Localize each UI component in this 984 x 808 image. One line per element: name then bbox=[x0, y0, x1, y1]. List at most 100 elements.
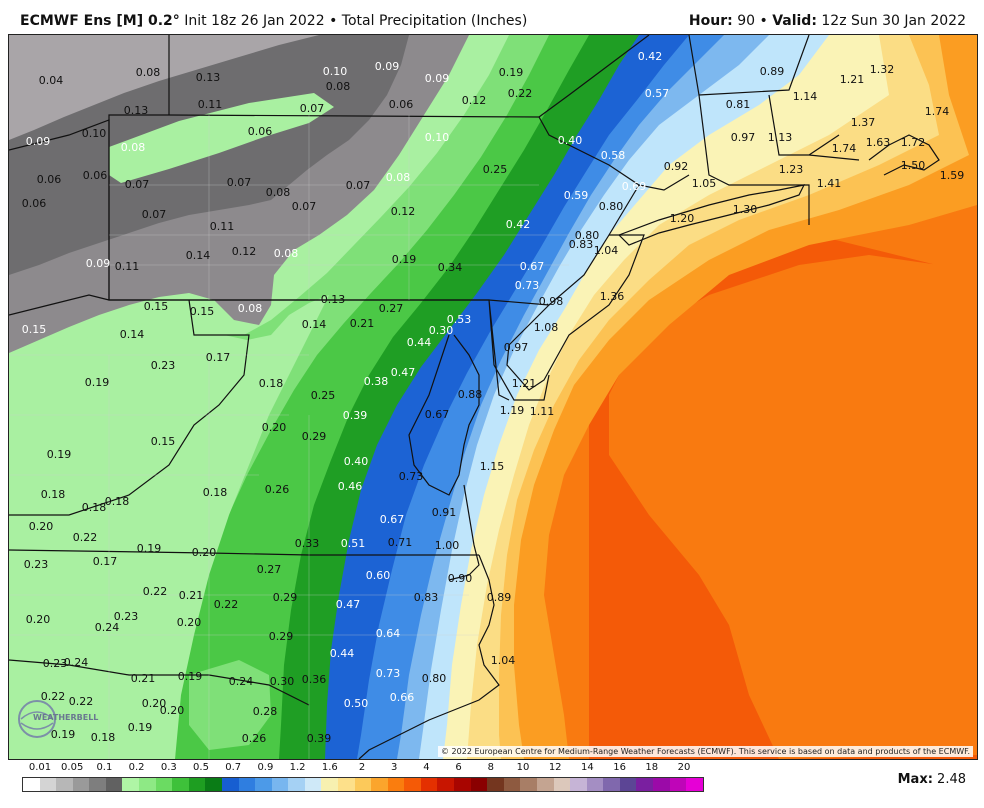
legend-swatch bbox=[371, 778, 388, 791]
precip-value-label: 0.18 bbox=[105, 495, 130, 508]
precip-value-label: 1.13 bbox=[768, 131, 793, 144]
precip-value-label: 0.30 bbox=[270, 675, 295, 688]
legend-swatch bbox=[288, 778, 305, 791]
precip-value-label: 1.50 bbox=[901, 159, 926, 172]
max-label: Max: bbox=[897, 772, 933, 787]
precip-value-label: 1.74 bbox=[832, 142, 857, 155]
precip-value-label: 0.13 bbox=[196, 71, 221, 84]
precip-value-label: 0.42 bbox=[506, 218, 531, 231]
precip-value-label: 0.14 bbox=[186, 249, 211, 262]
precip-value-label: 0.15 bbox=[22, 323, 47, 336]
precip-value-label: 0.04 bbox=[39, 74, 64, 87]
precip-value-label: 0.59 bbox=[564, 189, 589, 202]
precip-value-label: 0.46 bbox=[338, 480, 363, 493]
precip-value-label: 0.30 bbox=[429, 324, 454, 337]
precip-fill-layer bbox=[9, 35, 977, 759]
precip-value-label: 0.06 bbox=[389, 98, 414, 111]
legend-tick-label: 18 bbox=[645, 762, 659, 773]
legend-tick-label: 10 bbox=[516, 762, 530, 773]
precip-value-label: 0.47 bbox=[336, 598, 361, 611]
fill-orange-deep bbox=[9, 35, 977, 759]
weatherbell-logo: WEATHERBELL bbox=[15, 695, 99, 745]
precip-value-label: 1.20 bbox=[670, 212, 695, 225]
precip-value-label: 1.30 bbox=[733, 203, 758, 216]
map-title: ECMWF Ens [M] 0.2° Init 18z 26 Jan 2022 … bbox=[20, 13, 527, 29]
legend-swatch bbox=[89, 778, 106, 791]
precip-value-label: 0.08 bbox=[238, 302, 263, 315]
legend-tick-label: 20 bbox=[677, 762, 691, 773]
precip-value-label: 0.18 bbox=[91, 731, 116, 744]
precip-value-label: 0.06 bbox=[37, 173, 62, 186]
precip-value-label: 1.72 bbox=[901, 136, 926, 149]
precip-value-label: 0.09 bbox=[86, 257, 111, 270]
legend-tick-label: 0.2 bbox=[128, 762, 145, 773]
precip-value-label: 1.23 bbox=[779, 163, 804, 176]
precip-value-label: 0.44 bbox=[407, 336, 432, 349]
legend-tick-label: 12 bbox=[548, 762, 562, 773]
legend-swatch bbox=[205, 778, 222, 791]
legend-tick-label: 0.05 bbox=[61, 762, 84, 773]
precip-value-label: 0.33 bbox=[295, 537, 320, 550]
precip-value-label: 0.07 bbox=[292, 200, 317, 213]
title-separator: • bbox=[329, 13, 338, 29]
precip-value-label: 0.12 bbox=[462, 94, 487, 107]
precip-value-label: 0.44 bbox=[330, 647, 355, 660]
legend-swatch bbox=[122, 778, 140, 791]
precip-value-label: 0.23 bbox=[24, 558, 49, 571]
precip-value-label: 0.21 bbox=[131, 672, 156, 685]
legend-tick-label: 8 bbox=[487, 762, 494, 773]
legend-tick-label: 0.7 bbox=[225, 762, 242, 773]
legend-tick-label: 0.9 bbox=[257, 762, 274, 773]
legend-swatch bbox=[536, 778, 554, 791]
precip-value-label: 0.92 bbox=[664, 160, 689, 173]
precip-value-label: 0.29 bbox=[273, 591, 298, 604]
precip-value-label: 0.08 bbox=[266, 186, 291, 199]
precip-value-label: 0.21 bbox=[350, 317, 375, 330]
legend-swatch bbox=[304, 778, 322, 791]
legend-swatch bbox=[271, 778, 289, 791]
precip-value-label: 0.08 bbox=[326, 80, 351, 93]
precip-value-label: 1.15 bbox=[480, 460, 505, 473]
precip-value-label: 0.39 bbox=[343, 409, 368, 422]
legend-tick-label: 14 bbox=[581, 762, 594, 773]
precip-value-label: 1.37 bbox=[851, 116, 876, 129]
precip-value-label: 0.80 bbox=[422, 672, 447, 685]
precip-value-label: 0.20 bbox=[177, 616, 202, 629]
precip-value-label: 1.36 bbox=[600, 290, 625, 303]
precip-value-label: 0.19 bbox=[128, 721, 153, 734]
precip-value-label: 0.20 bbox=[192, 546, 217, 559]
precip-value-label: 0.13 bbox=[124, 104, 149, 117]
precip-value-label: 0.19 bbox=[178, 670, 203, 683]
legend-tick-label: 2 bbox=[358, 762, 366, 773]
legend-swatch bbox=[321, 778, 338, 791]
valid-time-block: Hour: 90 • Valid: 12z Sun 30 Jan 2022 bbox=[689, 13, 966, 29]
legend-swatch bbox=[652, 778, 670, 791]
fill-green-light-sw bbox=[9, 295, 329, 759]
forecast-hour: 90 bbox=[737, 13, 756, 29]
legend-tick-label: 6 bbox=[455, 762, 462, 773]
precip-value-label: 0.22 bbox=[73, 531, 98, 544]
precip-value-label: 0.09 bbox=[375, 60, 400, 73]
precip-value-label: 0.14 bbox=[120, 328, 145, 341]
precip-value-label: 0.28 bbox=[253, 705, 278, 718]
legend-swatch bbox=[503, 778, 521, 791]
precip-value-label: 0.67 bbox=[380, 513, 405, 526]
precip-value-labels: 0.04 0.08 0.13 0.10 0.08 0.09 0.09 0.19 0.42 0.89… bbox=[22, 50, 965, 745]
precip-value-label: 0.18 bbox=[259, 377, 284, 390]
precip-value-label: 1.59 bbox=[940, 169, 965, 182]
legend-swatch bbox=[238, 778, 256, 791]
precip-value-label: 0.98 bbox=[539, 295, 564, 308]
precip-value-label: 0.24 bbox=[95, 621, 120, 634]
map-canvas: 0.04 0.08 0.13 0.10 0.08 0.09 0.09 0.19 0.42 0.89… bbox=[9, 35, 977, 759]
degree-symbol: ° bbox=[172, 13, 180, 29]
legend-swatch bbox=[437, 778, 455, 791]
nc-coast bbox=[358, 554, 500, 759]
precip-value-label: 1.41 bbox=[817, 177, 842, 190]
precip-value-label: 0.73 bbox=[399, 470, 424, 483]
precip-value-label: 0.24 bbox=[64, 656, 89, 669]
legend-swatch bbox=[570, 778, 587, 791]
precip-value-label: 0.17 bbox=[93, 555, 118, 568]
precip-value-label: 0.40 bbox=[344, 455, 369, 468]
legend-swatch bbox=[520, 778, 537, 791]
precip-value-label: 0.73 bbox=[515, 279, 540, 292]
